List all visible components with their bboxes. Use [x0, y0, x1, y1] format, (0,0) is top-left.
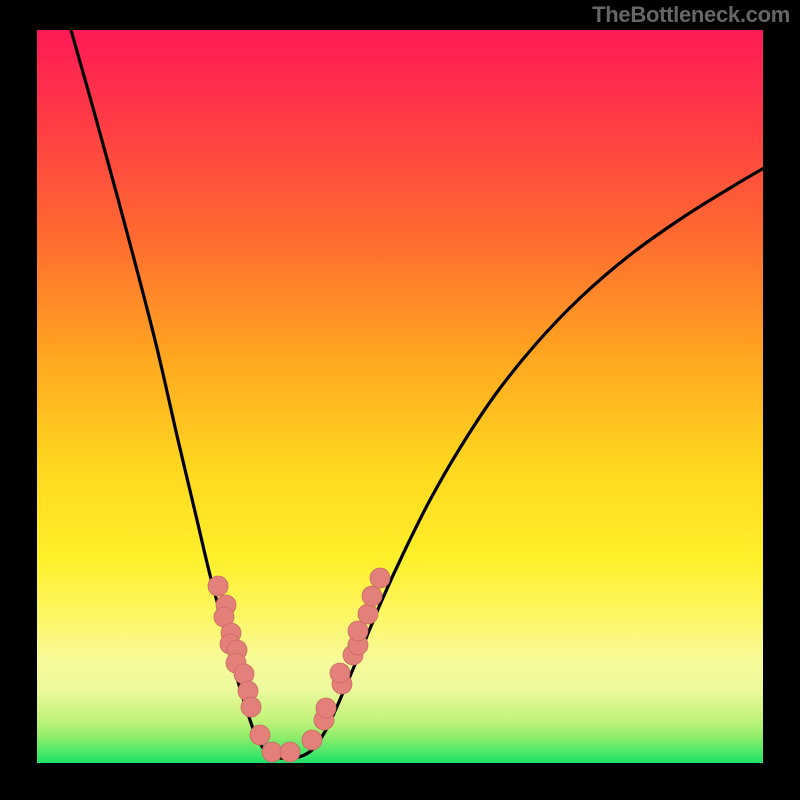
data-marker: [234, 664, 254, 684]
data-marker: [370, 568, 390, 588]
watermark: TheBottleneck.com: [592, 2, 790, 28]
data-marker: [241, 697, 261, 717]
data-marker: [330, 663, 350, 683]
data-marker: [362, 586, 382, 606]
data-marker: [302, 730, 322, 750]
data-marker: [348, 621, 368, 641]
data-marker: [208, 576, 228, 596]
data-marker: [250, 725, 270, 745]
data-marker: [358, 604, 378, 624]
data-marker: [316, 698, 336, 718]
data-marker: [280, 742, 300, 762]
bottleneck-chart: [0, 0, 800, 800]
data-marker: [262, 742, 282, 762]
plot-area: [37, 30, 763, 763]
